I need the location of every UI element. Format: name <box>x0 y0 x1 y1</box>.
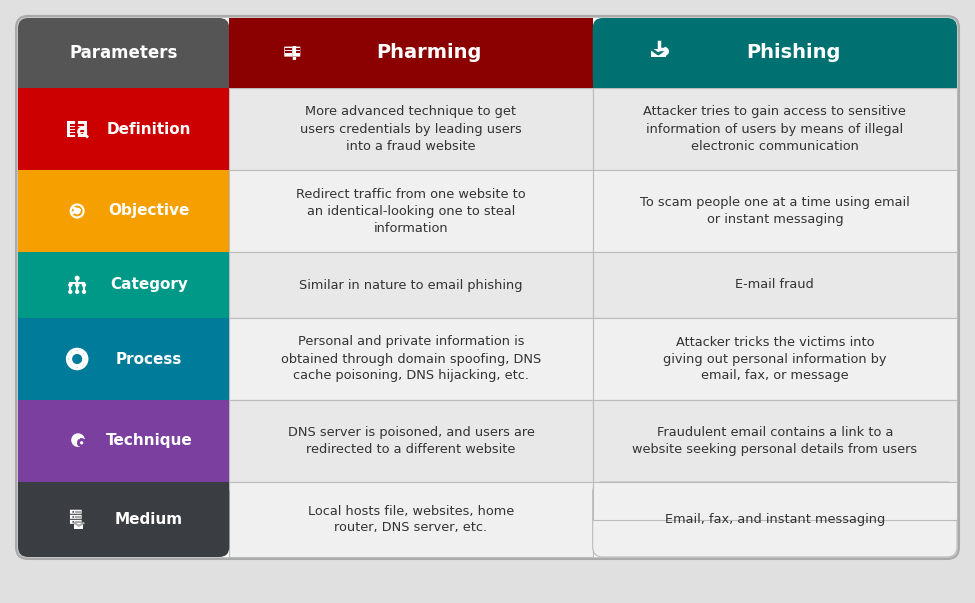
FancyBboxPatch shape <box>593 18 957 88</box>
Circle shape <box>82 289 86 294</box>
Text: Personal and private information is
obtained through domain spoofing, DNS
cache : Personal and private information is obta… <box>281 335 541 382</box>
Circle shape <box>72 354 82 364</box>
Text: Process: Process <box>116 352 182 367</box>
Text: Email, fax, and instant messaging: Email, fax, and instant messaging <box>665 513 885 526</box>
Bar <box>650 49 666 57</box>
Circle shape <box>74 207 81 214</box>
Text: Similar in nature to email phishing: Similar in nature to email phishing <box>299 279 523 291</box>
Bar <box>18 88 229 170</box>
Bar <box>229 400 593 482</box>
FancyBboxPatch shape <box>292 46 300 57</box>
Circle shape <box>75 283 79 287</box>
Circle shape <box>72 206 83 216</box>
Bar <box>593 170 957 252</box>
FancyBboxPatch shape <box>593 482 957 557</box>
Bar <box>18 482 229 520</box>
Circle shape <box>72 516 74 518</box>
Circle shape <box>72 521 74 523</box>
Bar <box>18 318 229 400</box>
Circle shape <box>69 203 85 218</box>
Bar <box>18 252 229 318</box>
Bar <box>67 121 87 137</box>
FancyBboxPatch shape <box>70 515 82 519</box>
Text: Medium: Medium <box>115 512 183 527</box>
FancyBboxPatch shape <box>18 18 957 557</box>
Text: Definition: Definition <box>106 121 191 136</box>
Circle shape <box>80 441 83 444</box>
Bar <box>18 400 229 482</box>
Text: !: ! <box>290 45 298 63</box>
Bar <box>593 53 957 88</box>
Bar <box>593 252 957 318</box>
Text: Objective: Objective <box>108 203 190 218</box>
Circle shape <box>75 289 79 294</box>
Polygon shape <box>68 350 86 368</box>
Circle shape <box>72 511 74 513</box>
Bar <box>18 53 229 88</box>
Circle shape <box>82 283 86 287</box>
Bar <box>229 318 593 400</box>
FancyBboxPatch shape <box>18 18 229 88</box>
FancyBboxPatch shape <box>70 510 82 514</box>
Bar <box>593 88 957 170</box>
Text: Technique: Technique <box>105 434 192 449</box>
Bar <box>74 523 84 528</box>
Text: DNS server is poisoned, and users are
redirected to a different website: DNS server is poisoned, and users are re… <box>288 426 534 456</box>
Text: Redirect traffic from one website to
an identical-looking one to steal
informati: Redirect traffic from one website to an … <box>296 188 526 235</box>
Bar <box>593 318 957 400</box>
Text: Fraudulent email contains a link to a
website seeking personal details from user: Fraudulent email contains a link to a we… <box>632 426 917 456</box>
FancyBboxPatch shape <box>16 16 959 559</box>
Text: More advanced technique to get
users credentials by leading users
into a fraud w: More advanced technique to get users cre… <box>300 106 522 153</box>
Polygon shape <box>78 439 86 447</box>
FancyBboxPatch shape <box>285 46 292 57</box>
FancyBboxPatch shape <box>70 520 82 524</box>
Circle shape <box>68 283 72 287</box>
FancyBboxPatch shape <box>18 482 229 557</box>
Bar <box>229 88 593 170</box>
Text: Attacker tricks the victims into
giving out personal information by
email, fax, : Attacker tricks the victims into giving … <box>663 335 886 382</box>
Text: Parameters: Parameters <box>69 44 177 62</box>
Text: To scam people one at a time using email
or instant messaging: To scam people one at a time using email… <box>640 196 910 226</box>
Text: E-mail fraud: E-mail fraud <box>735 279 814 291</box>
Bar <box>593 482 957 520</box>
Text: Phishing: Phishing <box>746 43 840 63</box>
Circle shape <box>68 289 72 294</box>
Bar <box>229 18 593 88</box>
Circle shape <box>75 276 80 280</box>
Bar <box>229 170 593 252</box>
Bar <box>593 400 957 482</box>
Bar <box>229 482 593 557</box>
Text: Pharming: Pharming <box>376 43 482 63</box>
Text: Category: Category <box>110 277 188 292</box>
Circle shape <box>71 434 85 447</box>
Bar <box>229 252 593 318</box>
Text: Local hosts file, websites, home
router, DNS server, etc.: Local hosts file, websites, home router,… <box>308 505 514 534</box>
Bar <box>18 170 229 252</box>
Text: Attacker tries to gain access to sensitive
information of users by means of ille: Attacker tries to gain access to sensiti… <box>644 106 907 153</box>
